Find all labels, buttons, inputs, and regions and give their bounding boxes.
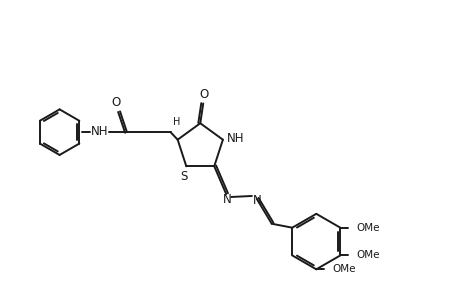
Text: OMe: OMe [356,223,379,233]
Text: H: H [173,117,180,127]
Text: O: O [199,88,208,101]
Text: NH: NH [227,132,244,145]
Text: O: O [111,96,120,109]
Text: NH: NH [90,125,108,138]
Text: OMe: OMe [356,250,379,260]
Text: S: S [180,170,188,183]
Text: N: N [252,194,261,207]
Text: N: N [222,194,231,206]
Text: OMe: OMe [331,264,355,274]
